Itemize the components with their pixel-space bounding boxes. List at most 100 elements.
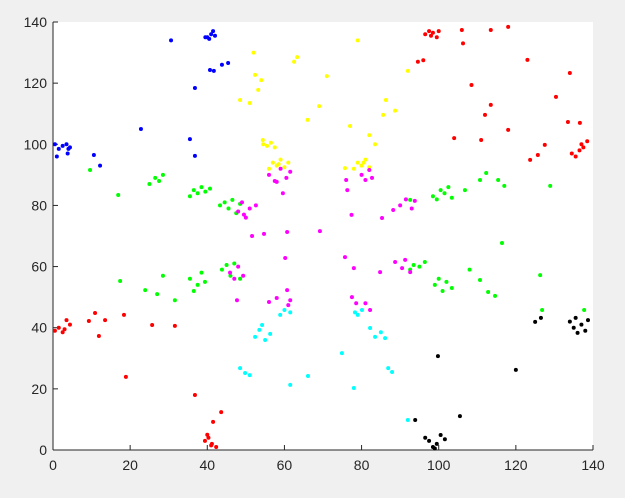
point [502, 183, 507, 188]
point [477, 278, 482, 283]
point [247, 206, 252, 211]
point [408, 270, 413, 275]
point [432, 282, 437, 287]
point [391, 208, 396, 213]
point [288, 310, 293, 315]
point [449, 285, 454, 290]
point [86, 318, 91, 323]
point [369, 175, 374, 180]
point [153, 175, 158, 180]
point [438, 433, 443, 438]
point [295, 55, 300, 60]
point [373, 142, 378, 147]
point [383, 97, 388, 102]
point [103, 318, 108, 323]
point [339, 351, 344, 356]
point [211, 419, 216, 424]
point [577, 120, 582, 125]
point [488, 27, 493, 32]
point [363, 157, 368, 162]
point [230, 197, 235, 202]
point [459, 27, 464, 32]
point [261, 142, 266, 147]
point [143, 288, 148, 293]
point [284, 175, 289, 180]
x-tick-label: 120 [504, 457, 528, 473]
point [533, 319, 538, 324]
point [191, 188, 196, 193]
point [234, 298, 239, 303]
point [351, 266, 356, 271]
point [585, 318, 590, 323]
point [368, 326, 373, 331]
point [427, 29, 432, 34]
x-tick-label: 140 [581, 457, 605, 473]
point [202, 279, 207, 284]
point [436, 29, 441, 34]
point [209, 443, 214, 448]
point [206, 435, 211, 440]
point [150, 322, 155, 327]
point [355, 38, 360, 43]
point [342, 255, 347, 260]
point [305, 374, 310, 379]
point [160, 172, 165, 177]
point [367, 167, 372, 172]
point [56, 146, 61, 151]
point [409, 206, 414, 211]
point [160, 273, 165, 278]
point [98, 163, 103, 168]
point [219, 410, 224, 415]
point [423, 435, 428, 440]
point [272, 145, 277, 150]
point [400, 266, 405, 271]
point [467, 267, 472, 272]
point [361, 160, 366, 165]
point [342, 166, 347, 171]
point [442, 191, 447, 196]
point [403, 197, 408, 202]
point [226, 206, 231, 211]
point [582, 307, 587, 312]
point [116, 193, 121, 198]
y-tick-label: 120 [24, 75, 48, 91]
point [567, 319, 572, 324]
point [205, 432, 210, 437]
point [444, 279, 449, 284]
point [195, 282, 200, 287]
point [238, 366, 243, 371]
point [91, 152, 96, 157]
point [187, 137, 192, 142]
point [54, 154, 59, 159]
point [288, 169, 293, 174]
point [157, 178, 162, 183]
point [191, 289, 196, 294]
point [457, 414, 462, 419]
point [432, 446, 437, 451]
point [355, 160, 360, 165]
point [224, 263, 229, 268]
point [278, 166, 283, 171]
point [261, 231, 266, 236]
y-tick-label: 100 [24, 136, 48, 152]
point [585, 139, 590, 144]
point [278, 157, 283, 162]
plot-area [53, 22, 593, 450]
point [573, 154, 578, 159]
point [317, 229, 322, 234]
point [359, 172, 364, 177]
point [412, 198, 417, 203]
y-tick-label: 40 [31, 320, 47, 336]
x-tick-label: 0 [49, 457, 57, 473]
point [324, 74, 329, 79]
point [383, 336, 388, 341]
point [548, 183, 553, 188]
point [236, 264, 241, 269]
point [575, 330, 580, 335]
point [486, 289, 491, 294]
point [493, 293, 498, 298]
point [62, 327, 67, 332]
point [579, 142, 584, 147]
point [421, 58, 426, 63]
